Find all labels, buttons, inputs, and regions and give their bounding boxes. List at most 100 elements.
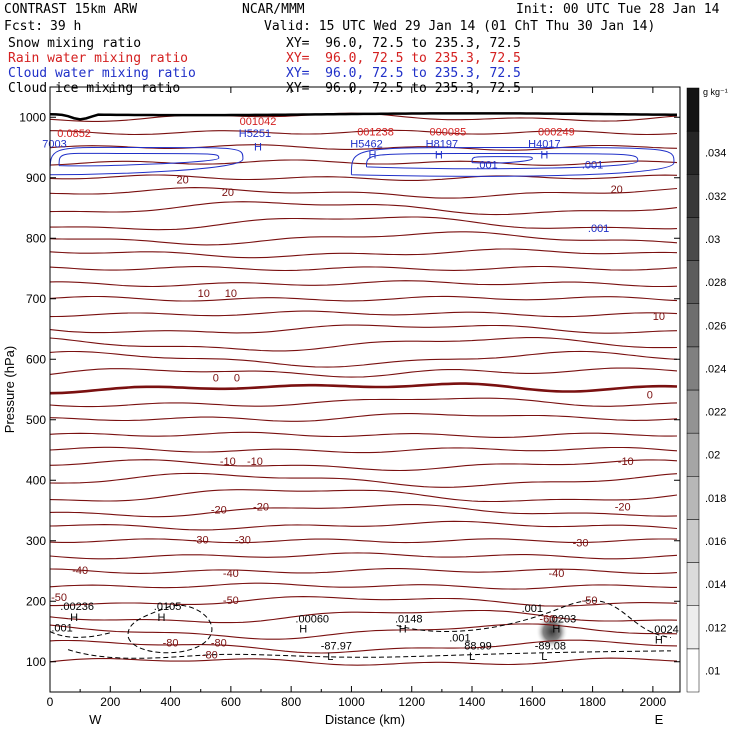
temperature-label: -20: [615, 501, 631, 513]
isotherm-line: [49, 623, 678, 640]
plot-frame: [49, 86, 681, 693]
isotherm-line: [49, 446, 678, 454]
cloud-water-label: H: [254, 141, 262, 153]
colorbar-segment: [686, 519, 700, 563]
temperature-label: 0: [647, 389, 653, 401]
isotherm-line: [49, 538, 678, 544]
y-tick-label: 700: [26, 292, 46, 306]
x-tick-label: 0: [47, 695, 54, 709]
isotherm-line: [49, 413, 678, 422]
rain-label: 000085: [430, 126, 467, 138]
fcst-value: 39 h: [50, 19, 82, 34]
y-tick-label: 100: [26, 655, 46, 669]
x-tick-label: 1000: [338, 695, 365, 709]
cloud-water-label: .001: [588, 223, 609, 235]
temperature-label: 0: [213, 373, 219, 385]
isotherm-line: [49, 201, 678, 216]
isotherm-line: [49, 174, 678, 181]
isotherm-line: [49, 144, 678, 151]
isotherm-line: [50, 129, 678, 136]
y-axis-label: Pressure (hPa): [2, 346, 17, 433]
colorbar-label: .034: [705, 148, 726, 160]
snow-ice-label: L: [327, 651, 333, 663]
colorbar-segment: [686, 217, 700, 261]
x-tick-label: 800: [281, 695, 301, 709]
isotherm-line: [49, 265, 678, 272]
temperature-label: -80: [211, 638, 227, 650]
colorbar-label: .032: [705, 191, 726, 203]
temperature-label: -10: [220, 456, 236, 468]
colorbar-label: .01: [705, 665, 720, 677]
snow-ice-label: H: [655, 634, 663, 646]
x-tick-label: 600: [221, 695, 241, 709]
temperature-label: -40: [548, 568, 564, 580]
cloud-water-label: 7003: [42, 138, 66, 150]
isotherm-line: [49, 367, 678, 378]
field-xy-cloud-water: XY= 96.0, 72.5 to 235.3, 72.5: [286, 66, 521, 81]
temperature-label: 10: [225, 288, 237, 300]
rain-label: 001238: [357, 126, 394, 138]
temperature-label: -20: [211, 504, 227, 516]
cloud-water-label: H8197: [426, 138, 458, 150]
temperature-label: -40: [72, 565, 88, 577]
isotherm-line: [49, 248, 678, 259]
snow-ice-label: .0024: [651, 624, 679, 636]
isotherm-line: [49, 568, 678, 575]
snow-ice-label: H: [552, 624, 560, 636]
temperature-label: -50: [223, 595, 239, 607]
snow-ice-label: H: [70, 612, 78, 624]
field-xy-cloud-ice: XY= 96.0, 72.5 to 235.3, 72.5: [286, 81, 521, 96]
temperature-label: -10: [618, 456, 634, 468]
x-tick-label: 1600: [519, 695, 546, 709]
colorbar-label: .014: [705, 579, 726, 591]
rain-label: 001042: [240, 116, 277, 128]
temperature-label: -30: [193, 535, 209, 547]
isotherm-line: [49, 489, 678, 503]
temperature-label: -50: [582, 595, 598, 607]
colorbar-segment: [686, 605, 700, 650]
field-xy-rain: XY= 96.0, 72.5 to 235.3, 72.5: [286, 51, 521, 66]
colorbar-label: .016: [705, 536, 726, 548]
colorbar-label: .012: [705, 622, 726, 634]
colorbar-segment: [686, 648, 700, 693]
init-time: Init: 00 UTC Tue 28 Jan 14: [516, 2, 720, 17]
snow-ice-label: 88.99: [464, 641, 492, 653]
snow-ice-label: H: [158, 612, 166, 624]
snow-contour: [127, 605, 213, 654]
x-axis-label: Distance (km): [325, 712, 405, 727]
cloud-water-contour: [350, 146, 675, 177]
colorbar-segment: [686, 130, 700, 175]
isotherm-line: [49, 310, 678, 318]
isotherm-line: [49, 231, 678, 246]
temperature-label: -10: [247, 456, 263, 468]
snow-contour: [49, 631, 111, 638]
temperature-label: 20: [222, 187, 234, 199]
temperature-label: 10: [653, 311, 665, 323]
isotherm-line: [49, 159, 678, 166]
cloud-water-label: H: [435, 149, 443, 161]
cloud-water-label: .001: [476, 160, 497, 172]
field-xy-snow: XY= 96.0, 72.5 to 235.3, 72.5: [286, 36, 521, 51]
model-title: CONTRAST 15km ARW: [4, 2, 138, 17]
temperature-label: 20: [611, 184, 623, 196]
cloud-water-label: .001: [582, 160, 603, 172]
x-tick-label: 1800: [579, 695, 606, 709]
cloud-water-label: H: [540, 149, 548, 161]
colorbar-segment: [686, 87, 700, 132]
field-label-rain: Rain water mixing ratio: [8, 51, 189, 66]
x-tick-label: 2000: [640, 695, 667, 709]
isotherm-line: [49, 295, 678, 302]
x-tick-label: 400: [161, 695, 181, 709]
x-end-label-east: E: [655, 712, 664, 727]
colorbar-segment: [686, 389, 700, 434]
rain-label: 0.0852: [57, 128, 91, 140]
snow-ice-label: .00060: [295, 613, 329, 625]
isotherm-line: [49, 187, 678, 199]
y-tick-label: 800: [26, 231, 46, 245]
colorbar-segment: [686, 174, 700, 218]
y-tick-label: 1000: [19, 110, 46, 124]
isotherm-line: [49, 397, 678, 408]
colorbar-units: g kg⁻¹: [703, 87, 728, 97]
snow-ice-label: -87.97: [321, 641, 352, 653]
snow-ice-label: .00236: [60, 601, 94, 613]
